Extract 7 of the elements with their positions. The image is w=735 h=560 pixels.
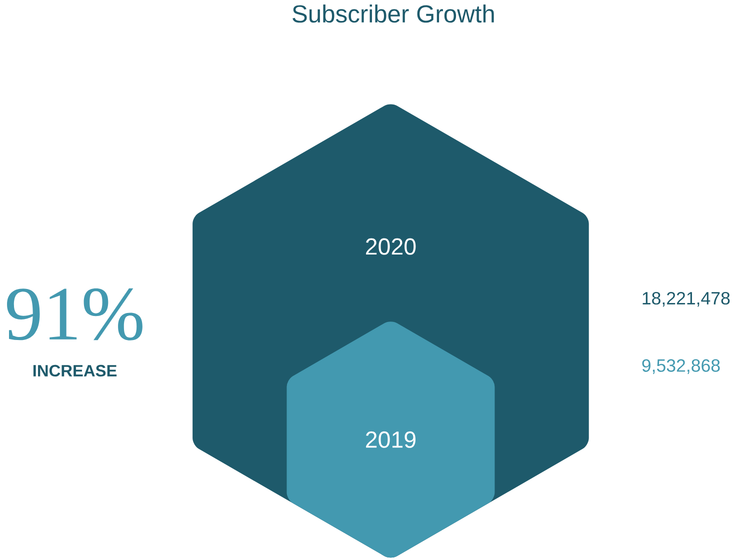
data-label: 18,221,478 bbox=[642, 292, 730, 307]
category-label: 2020 bbox=[366, 238, 416, 255]
text: Subscriber Growth bbox=[292, 4, 494, 23]
text: INCREASE bbox=[33, 365, 117, 377]
data-label: 9,532,868 bbox=[642, 359, 720, 374]
category-label: 2019 bbox=[366, 432, 416, 448]
text: 91% bbox=[7, 288, 142, 341]
